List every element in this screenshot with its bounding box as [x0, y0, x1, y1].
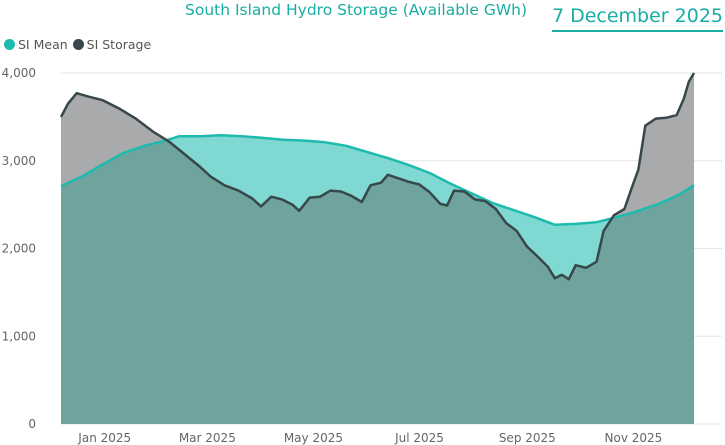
x-tick-label: Mar 2025	[179, 431, 236, 445]
series-line-si-storage	[59, 72, 696, 281]
x-tick-label: Jan 2025	[77, 431, 131, 445]
x-tick-label: Sep 2025	[499, 431, 556, 445]
chart-areas	[61, 73, 694, 425]
area-overlap	[61, 135, 694, 424]
x-tick-label: Nov 2025	[605, 431, 663, 445]
chart-lines	[59, 72, 696, 281]
y-tick-label: 2,000	[2, 242, 36, 256]
legend-dot-si-mean	[4, 39, 15, 50]
chart-legend: SI Mean SI Storage	[4, 37, 156, 52]
legend-item-si-storage[interactable]: SI Storage	[72, 37, 152, 52]
x-tick-label: May 2025	[284, 431, 343, 445]
report-date: 7 December 2025	[551, 5, 723, 32]
y-tick-label: 1,000	[2, 329, 36, 343]
chart-title: South Island Hydro Storage (Available GW…	[185, 1, 528, 19]
y-tick-label: 4,000	[2, 66, 36, 80]
y-tick-label: 0	[28, 417, 36, 431]
y-tick-label: 3,000	[2, 154, 36, 168]
legend-item-si-mean[interactable]: SI Mean	[4, 37, 68, 52]
legend-label-si-mean: SI Mean	[18, 37, 68, 52]
y-axis: 0 1,000 2,000 3,000 4,000	[2, 66, 36, 431]
legend-label-si-storage: SI Storage	[86, 37, 152, 52]
legend-dot-si-storage	[72, 39, 84, 50]
x-tick-label: Jul 2025	[394, 431, 444, 445]
x-axis: Jan 2025 Mar 2025 May 2025 Jul 2025 Sep 2025…	[77, 431, 662, 445]
